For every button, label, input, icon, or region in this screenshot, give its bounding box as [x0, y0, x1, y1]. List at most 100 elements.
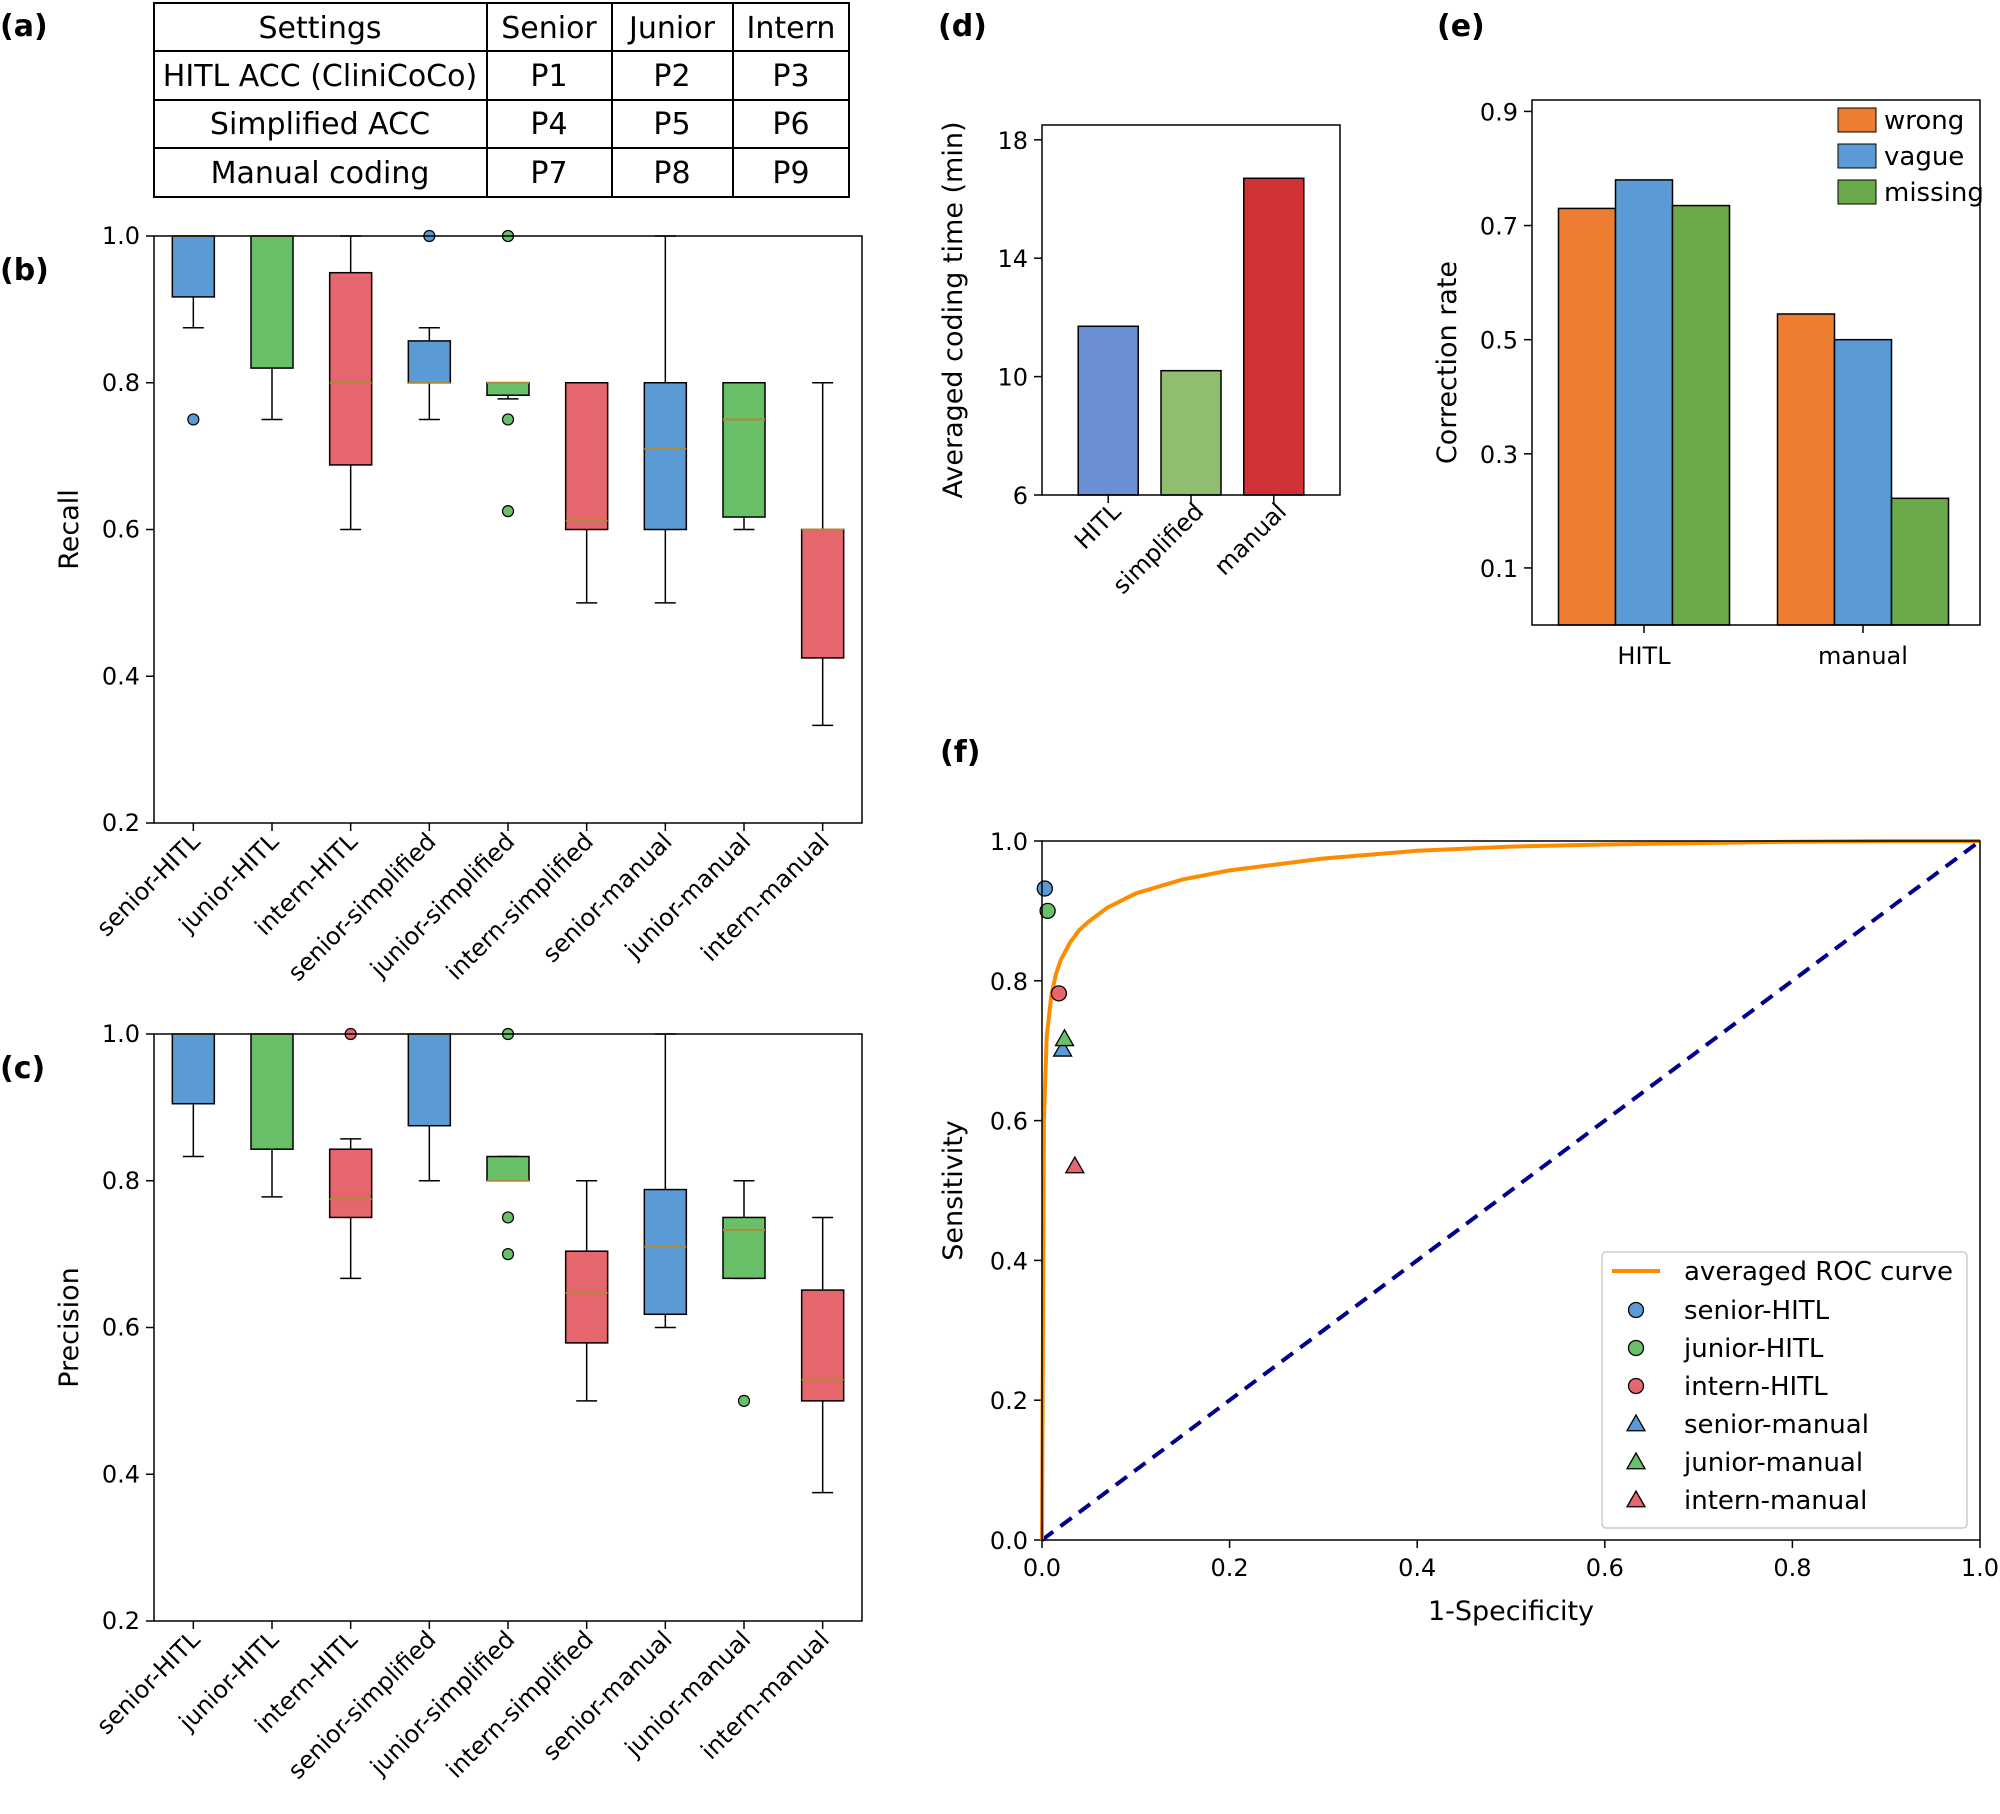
outlier-point — [501, 413, 515, 426]
bar — [1776, 313, 1836, 626]
outlier-point — [737, 1394, 751, 1407]
box — [486, 382, 530, 396]
y-tick-label: 0.4 — [102, 662, 140, 690]
y-tick-label: 0.1 — [1480, 555, 1518, 583]
legend-label: senior-manual — [1684, 1410, 1869, 1440]
y-axis-label: Recall — [54, 489, 85, 570]
y-tick-label: 6 — [1013, 482, 1028, 510]
panel-label-c: (c) — [0, 1051, 45, 1086]
table-cell: Simplified ACC — [210, 107, 430, 142]
outlier-point — [187, 413, 200, 426]
plot-frame — [1041, 840, 1981, 1541]
table-cell: P7 — [530, 156, 567, 191]
plot-frame — [153, 235, 863, 824]
table-cell: P4 — [530, 107, 567, 142]
box — [564, 1250, 609, 1344]
plot-frame — [153, 1033, 863, 1622]
legend-label: junior-HITL — [1683, 1334, 1824, 1364]
x-tick-label: intern-simplified — [441, 827, 599, 985]
table-cell: P1 — [530, 59, 567, 94]
panel-label-b: (b) — [0, 253, 49, 288]
x-tick-label: 0.2 — [1211, 1554, 1249, 1582]
correction-rate-bar-chart: 0.1 0.3 0.5 0.7 0.9 HITL manual wrong vague missi… — [1432, 98, 1984, 670]
table-header-intern: Intern — [747, 11, 836, 46]
y-tick-label: 18 — [997, 127, 1028, 155]
x-tick-label: senior-simplified — [282, 1625, 441, 1784]
box — [643, 1188, 688, 1316]
y-axis-label: Precision — [54, 1267, 85, 1387]
data-point-senior-manual — [1052, 1038, 1073, 1057]
data-point-intern-HITL — [1050, 985, 1068, 1002]
legend-label: vague — [1884, 142, 1964, 172]
y-axis-label: Correction rate — [1432, 261, 1463, 464]
y-axis-label: Averaged coding time (min) — [938, 122, 969, 499]
data-point-junior-manual — [1054, 1028, 1075, 1047]
box — [328, 1148, 373, 1219]
box — [407, 1033, 452, 1127]
panel-label-f: (f) — [940, 735, 980, 770]
x-tick-label: 0.8 — [1773, 1554, 1811, 1582]
x-tick-label: HITL — [1069, 497, 1127, 555]
settings-table: Settings Senior Junior Intern HITL ACC (… — [153, 2, 850, 198]
y-tick-label: 0.8 — [990, 968, 1028, 996]
y-tick-label: 0.5 — [1480, 327, 1518, 355]
legend-marker — [1627, 1301, 1645, 1319]
legend-marker — [1627, 1377, 1645, 1395]
x-tick-label: 0.0 — [1023, 1554, 1061, 1582]
x-tick-label: junior-simplified — [364, 827, 520, 983]
x-tick-label: 0.6 — [1586, 1554, 1624, 1582]
box — [328, 271, 373, 466]
legend-marker — [1625, 1489, 1647, 1508]
y-tick-label: 1.0 — [990, 828, 1028, 856]
legend-label: junior-manual — [1683, 1448, 1863, 1478]
y-tick-label: 1.0 — [102, 222, 140, 250]
box — [722, 382, 766, 518]
table-cell: P3 — [772, 59, 809, 94]
table-cell: P8 — [653, 156, 690, 191]
x-tick-label: senior-simplified — [282, 827, 441, 986]
legend-marker — [1625, 1451, 1647, 1470]
x-tick-label: 0.4 — [1398, 1554, 1436, 1582]
y-tick-label: 0.4 — [990, 1247, 1028, 1275]
box — [800, 1289, 845, 1402]
legend-label: missing — [1884, 178, 1984, 208]
legend-swatch — [1837, 143, 1877, 169]
y-tick-label: 14 — [997, 245, 1028, 273]
y-tick-label: 0.6 — [990, 1108, 1028, 1136]
y-tick-label: 0.8 — [102, 1167, 140, 1195]
x-tick-label: manual — [1209, 497, 1292, 580]
y-tick-label: 0.8 — [102, 369, 140, 397]
legend-marker — [1627, 1339, 1645, 1357]
precision-boxplot: 0.20.40.60.81.0senior-HITLjunior-HITLint… — [54, 1020, 863, 1785]
y-tick-label: 0.0 — [990, 1527, 1028, 1555]
data-point-junior-HITL — [1039, 902, 1056, 920]
box — [486, 1155, 530, 1182]
table-cell: Manual coding — [211, 156, 430, 191]
table-header-junior: Junior — [627, 11, 716, 46]
y-tick-label: 0.2 — [102, 1607, 140, 1635]
box — [407, 340, 452, 384]
box — [722, 1216, 766, 1280]
legend-label: wrong — [1884, 106, 1964, 136]
bar — [1833, 338, 1893, 626]
roc-chart: 0.0 0.2 0.4 0.6 0.8 1.0 0.0 0.2 0.4 0.6 0.8 1.0 aver… — [938, 828, 1999, 1627]
y-tick-label: 0.2 — [102, 809, 140, 837]
box — [800, 528, 845, 659]
bar — [1077, 325, 1139, 496]
y-tick-label: 0.7 — [1480, 213, 1518, 241]
x-tick-label: manual — [1818, 642, 1908, 670]
legend-label: intern-HITL — [1684, 1372, 1828, 1402]
panel-label-d: (d) — [938, 9, 987, 44]
legend-label: averaged ROC curve — [1684, 1257, 1953, 1287]
legend-swatch — [1837, 107, 1877, 133]
x-tick-label: HITL — [1617, 642, 1671, 670]
data-point-intern-manual — [1064, 1155, 1085, 1174]
box — [171, 1033, 216, 1105]
y-tick-label: 0.6 — [102, 1314, 140, 1342]
bar — [1671, 204, 1731, 626]
panel-label-a: (a) — [0, 9, 48, 44]
bar — [1614, 179, 1674, 626]
table-header-senior: Senior — [501, 11, 597, 46]
box — [643, 382, 688, 531]
